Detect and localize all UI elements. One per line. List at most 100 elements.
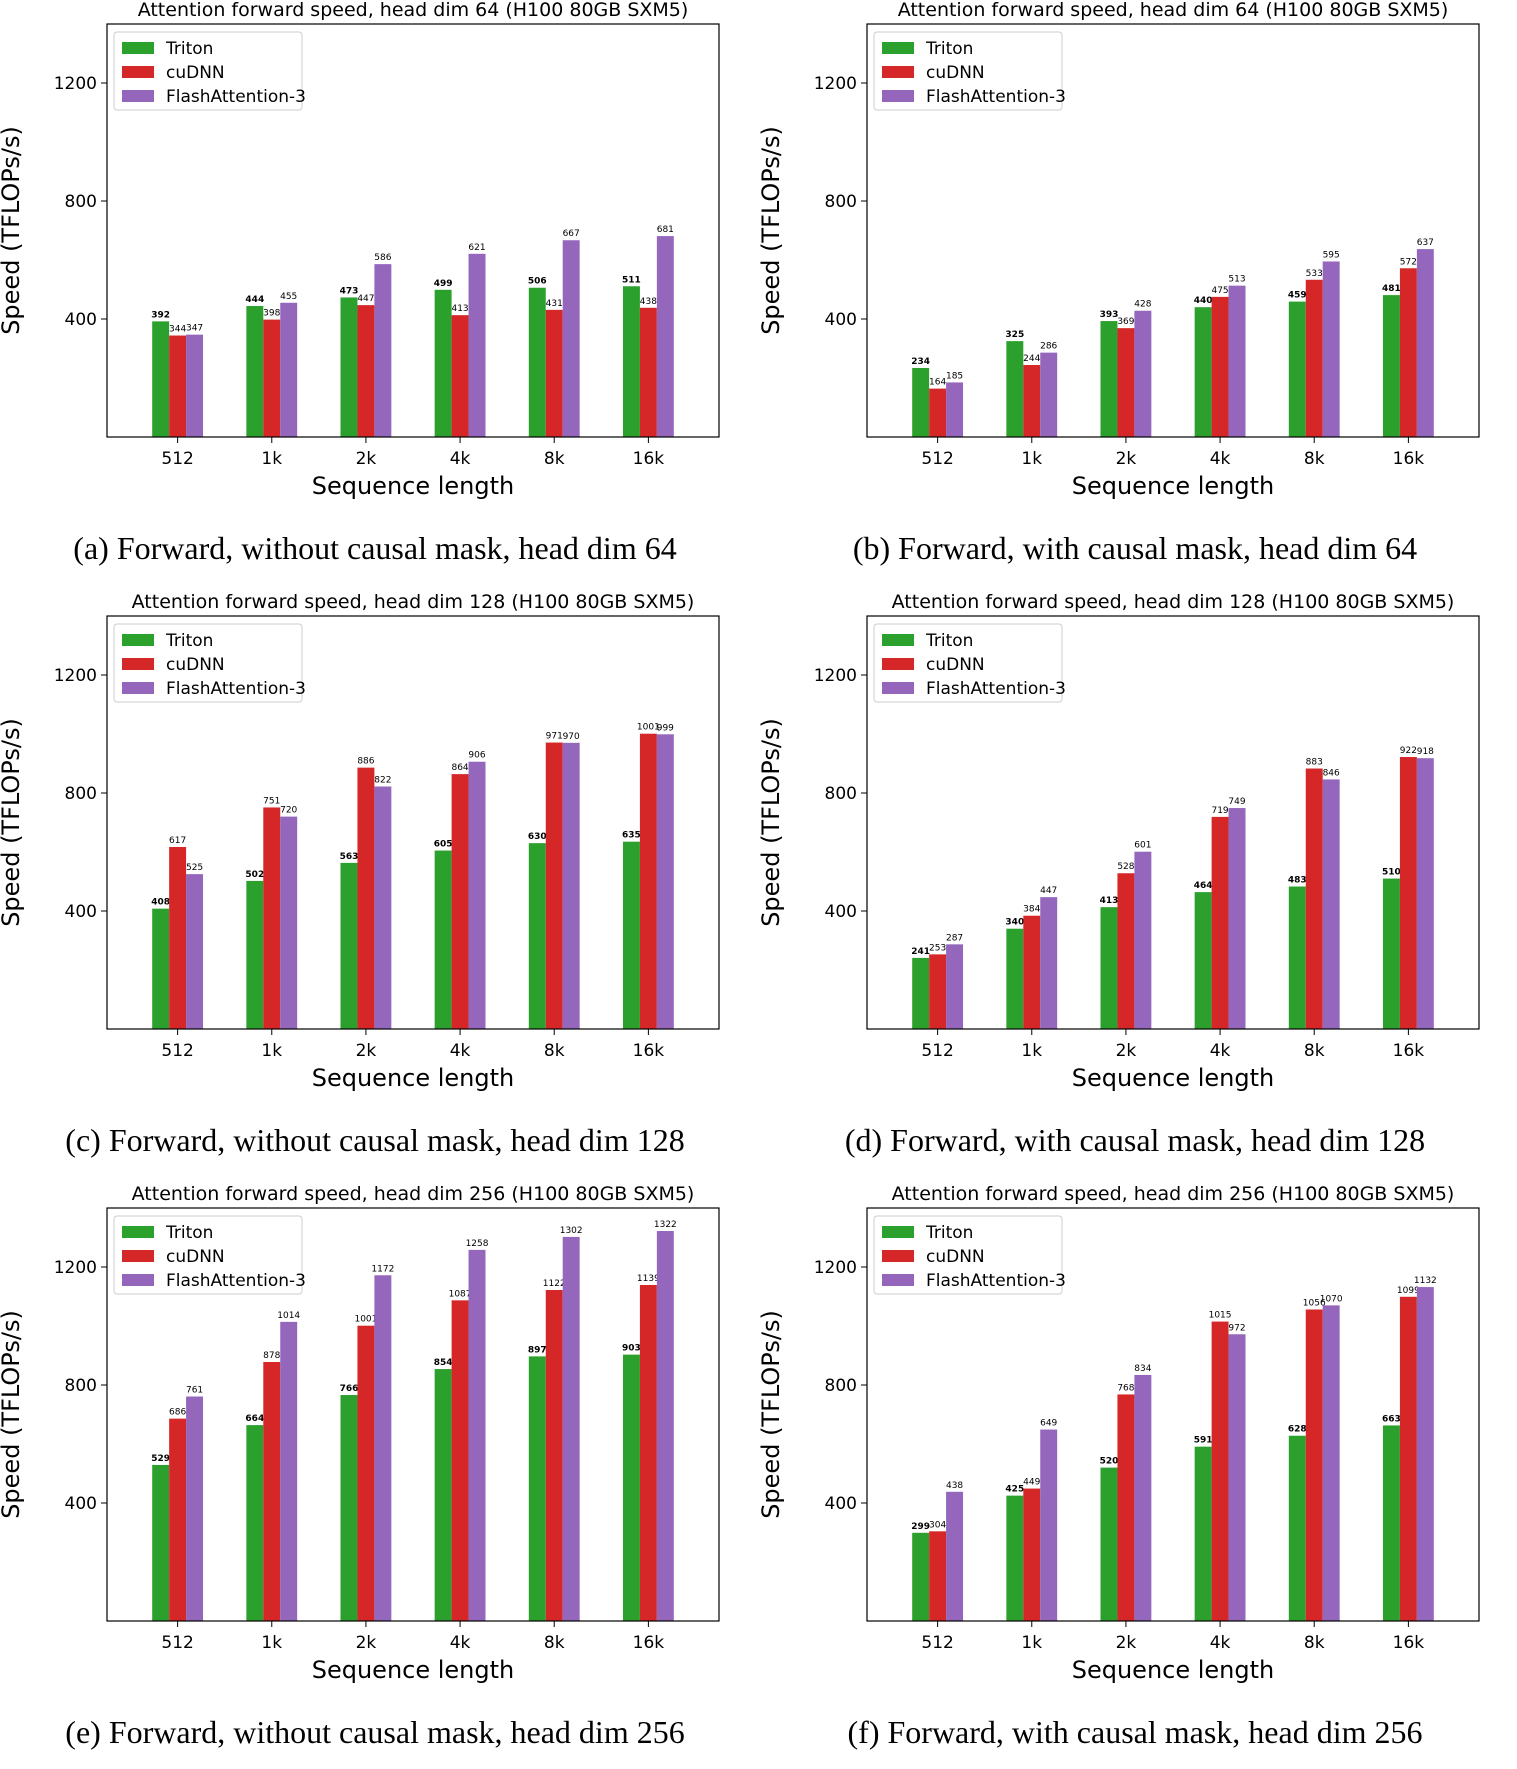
chart-title: Attention forward speed, head dim 128 (H… (132, 592, 695, 613)
legend: Triton cuDNN FlashAttention-3 (113, 1215, 306, 1295)
data-label: 502 (245, 870, 264, 880)
chart-panel: Attention forward speed, head dim 256 (H… (0, 1184, 750, 1769)
bar (528, 843, 546, 1029)
x-tick-label: 16k (633, 449, 665, 469)
data-label: 681 (657, 225, 674, 235)
data-label: 883 (1306, 758, 1323, 768)
legend: Triton cuDNN FlashAttention-3 (873, 31, 1066, 111)
bar (656, 734, 674, 1029)
data-label: 903 (622, 1344, 641, 1354)
data-label: 591 (1194, 1436, 1213, 1446)
y-tick-label: 800 (65, 784, 97, 804)
x-tick-label: 8k (544, 1041, 565, 1061)
bar (1305, 1309, 1323, 1621)
x-tick-label: 512 (161, 449, 193, 469)
bar (280, 1321, 298, 1621)
x-axis-label: Sequence length (1072, 472, 1275, 500)
bar (946, 382, 964, 437)
bar (152, 321, 170, 437)
bar (451, 1300, 469, 1621)
bar (374, 786, 392, 1029)
figure-caption: (e) Forward, without causal mask, head d… (65, 1714, 685, 1750)
bar-chart: Attention forward speed, head dim 256 (H… (760, 1184, 1480, 1684)
bar (1023, 915, 1041, 1029)
data-label: 761 (186, 1386, 203, 1396)
x-axis-label: Sequence length (312, 472, 515, 500)
bar (1134, 851, 1152, 1029)
legend-label: FlashAttention-3 (166, 87, 306, 107)
data-label: 922 (1400, 746, 1417, 756)
figure-caption: (d) Forward, with causal mask, head dim … (844, 1122, 1426, 1158)
bar (1416, 1287, 1434, 1621)
data-label: 1302 (560, 1226, 583, 1236)
y-axis-label: Speed (TFLOPs/s) (760, 126, 785, 335)
bar (639, 307, 657, 437)
data-label: 906 (468, 751, 485, 761)
legend-swatch (122, 42, 154, 54)
data-label: 253 (929, 943, 946, 953)
data-label: 663 (1382, 1414, 1401, 1424)
data-label: 413 (1100, 896, 1119, 906)
data-label: 595 (1323, 250, 1340, 260)
data-label: 1132 (1414, 1276, 1437, 1286)
legend-label: FlashAttention-3 (166, 679, 306, 699)
legend-label: cuDNN (926, 1247, 985, 1267)
bar (622, 841, 640, 1029)
bar (1322, 779, 1340, 1029)
data-label: 511 (622, 275, 641, 285)
chart-panel: Attention forward speed, head dim 128 (H… (760, 592, 1510, 1177)
bar (468, 253, 486, 437)
bar (1228, 808, 1246, 1029)
bar (912, 1532, 930, 1621)
chart-panel: Attention forward speed, head dim 256 (H… (760, 1184, 1510, 1769)
data-label: 768 (1117, 1383, 1134, 1393)
bar (1117, 873, 1135, 1029)
legend-swatch (882, 66, 914, 78)
data-label: 637 (1417, 238, 1434, 248)
bar (434, 850, 452, 1029)
chart-title: Attention forward speed, head dim 64 (H1… (138, 0, 689, 21)
bar (622, 1354, 640, 1621)
bar (1288, 1435, 1306, 1621)
bar (1416, 758, 1434, 1029)
legend-swatch (122, 1226, 154, 1238)
data-label: 572 (1400, 257, 1417, 267)
bar (656, 1231, 674, 1621)
legend-label: cuDNN (166, 1247, 225, 1267)
data-label: 563 (340, 852, 359, 862)
bar (246, 880, 264, 1029)
bar (263, 319, 281, 437)
legend-swatch (882, 42, 914, 54)
data-label: 483 (1288, 876, 1307, 886)
data-label: 440 (1194, 296, 1213, 306)
x-tick-label: 4k (450, 1041, 471, 1061)
bar (1194, 307, 1212, 437)
data-label: 244 (1023, 354, 1040, 364)
data-label: 972 (1228, 1323, 1245, 1333)
bar (545, 309, 563, 437)
x-tick-label: 2k (1116, 1041, 1137, 1061)
x-tick-label: 1k (261, 449, 282, 469)
bar (1399, 757, 1417, 1029)
chart-panel: Attention forward speed, head dim 64 (H1… (760, 0, 1510, 585)
x-tick-label: 1k (1021, 449, 1042, 469)
x-tick-label: 4k (1210, 1041, 1231, 1061)
bar (280, 816, 298, 1029)
data-label: 241 (911, 947, 930, 957)
legend-swatch (122, 658, 154, 670)
x-tick-label: 512 (161, 1633, 193, 1653)
data-label: 1014 (277, 1311, 300, 1321)
bar (1006, 928, 1024, 1029)
data-label: 667 (563, 229, 580, 239)
bar (946, 944, 964, 1029)
bar (1194, 1446, 1212, 1621)
bar (246, 1425, 264, 1621)
bar (929, 388, 947, 437)
bar-chart: Attention forward speed, head dim 128 (H… (0, 592, 720, 1092)
data-label: 447 (357, 294, 374, 304)
y-tick-label: 400 (825, 310, 857, 330)
bar (263, 807, 281, 1029)
data-label: 854 (434, 1358, 453, 1368)
data-label: 999 (657, 723, 674, 733)
